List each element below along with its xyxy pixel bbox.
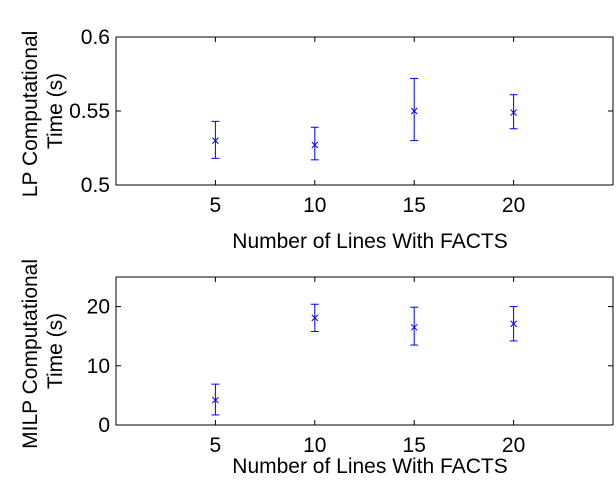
x-ticks: 5 10 15 20: [210, 37, 525, 217]
y-ticks: 0 10 20: [87, 296, 613, 437]
y-axis-label-line-1: LP Computational: [19, 31, 42, 198]
x-tick-label: 15: [403, 194, 426, 217]
plot-area-frame: [115, 36, 614, 186]
lp-time-panel: 5 10 15 20 0.5 0.55 0.6 Number of Lines With …: [19, 25, 614, 253]
data-marks: [211, 303, 518, 416]
error-bar: [509, 94, 518, 130]
data-point: [510, 320, 517, 328]
data-point: [410, 107, 418, 115]
data-point: [212, 137, 219, 144]
x-ticks: 5 10 15 20: [210, 277, 525, 457]
error-bar: [410, 77, 419, 142]
x-tick-label: 20: [502, 434, 525, 457]
y-axis-label: MILP Computational Time (s): [19, 253, 67, 449]
x-axis-label: Number of Lines With FACTS: [232, 455, 507, 478]
data-marks: [211, 77, 518, 161]
milp-time-panel: 5 10 15 20 0 10 20 Number of Lines With FACTS…: [19, 253, 614, 478]
data-point: [510, 109, 517, 116]
error-bar: [410, 306, 419, 346]
error-bar: [211, 120, 220, 159]
plot-area-frame: [115, 276, 614, 426]
y-tick-label: 0.6: [81, 26, 110, 49]
error-bar: [310, 126, 319, 161]
data-point: [311, 141, 319, 149]
y-axis-label: LP Computational Time (s): [19, 25, 67, 197]
data-point: [311, 314, 319, 322]
x-tick-label: 10: [303, 194, 326, 217]
y-axis-label-line-2: Time (s): [44, 73, 67, 149]
x-tick-label: 5: [210, 194, 222, 217]
y-tick-label: 0.5: [81, 174, 110, 197]
x-tick-label: 15: [403, 434, 426, 457]
x-axis-label: Number of Lines With FACTS: [232, 230, 507, 253]
y-ticks: 0.5 0.55 0.6: [69, 26, 613, 197]
y-tick-label: 0: [98, 414, 110, 437]
y-tick-label: 0.55: [69, 100, 110, 123]
data-point: [410, 323, 418, 331]
x-tick-label: 20: [502, 194, 525, 217]
x-tick-label: 5: [210, 434, 222, 457]
y-tick-label: 20: [87, 296, 110, 319]
x-tick-label: 10: [303, 434, 326, 457]
data-point: [212, 396, 219, 404]
y-axis-label-line-1: MILP Computational: [19, 259, 42, 449]
y-tick-label: 10: [87, 355, 110, 378]
y-axis-label-line-2: Time (s): [44, 313, 67, 389]
